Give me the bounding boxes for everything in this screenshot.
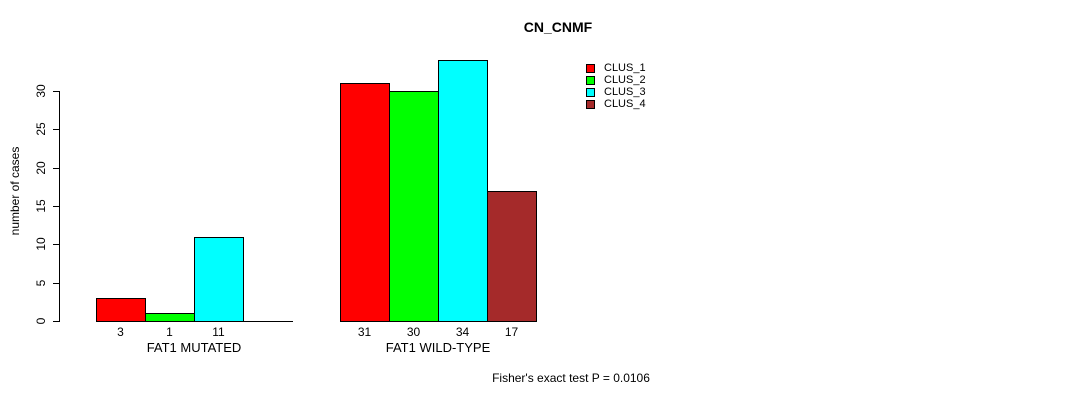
legend-label: CLUS_4 bbox=[604, 98, 646, 110]
y-axis-tick bbox=[53, 167, 59, 169]
y-axis-tick bbox=[53, 321, 59, 322]
y-axis-tick bbox=[53, 244, 59, 246]
y-axis-tick bbox=[53, 91, 59, 92]
bar-value-label: 3 bbox=[117, 325, 124, 339]
y-axis-line bbox=[59, 91, 60, 322]
legend-swatch-clus_2 bbox=[586, 76, 595, 85]
y-axis-tick-label: 5 bbox=[34, 279, 48, 286]
y-axis-tick-label: 20 bbox=[34, 160, 48, 175]
bar-clus_2-fat1-mutated bbox=[145, 313, 195, 322]
bar-clus_3-fat1-wild-type bbox=[438, 60, 488, 322]
y-axis-tick-label: 30 bbox=[34, 84, 48, 98]
annotation-text: Fisher's exact test P = 0.0106 bbox=[492, 371, 650, 385]
bar-clus_1-fat1-wild-type bbox=[340, 83, 390, 322]
bar-value-label: 31 bbox=[357, 325, 372, 339]
legend-label: CLUS_2 bbox=[604, 74, 646, 86]
legend-label: CLUS_1 bbox=[604, 62, 646, 74]
y-axis-tick bbox=[53, 206, 59, 207]
y-axis-tick-label: 0 bbox=[34, 317, 48, 325]
bar-value-label: 1 bbox=[166, 325, 173, 339]
bar-value-label: 34 bbox=[455, 325, 470, 339]
bar-value-label: 11 bbox=[212, 325, 225, 339]
y-axis-tick bbox=[53, 129, 59, 131]
bar-value-label: 30 bbox=[406, 325, 421, 339]
y-axis-label: number of cases bbox=[8, 146, 22, 236]
legend-swatch-clus_4 bbox=[586, 100, 595, 109]
bar-clus_3-fat1-mutated bbox=[194, 236, 244, 322]
legend-label: CLUS_3 bbox=[604, 86, 646, 98]
group-label: FAT1 WILD-TYPE bbox=[385, 340, 491, 355]
bar-value-label: 17 bbox=[504, 325, 519, 339]
legend-swatch-clus_3 bbox=[586, 88, 595, 97]
bar-clus_2-fat1-wild-type bbox=[389, 91, 439, 322]
bar-clus_1-fat1-mutated bbox=[96, 298, 146, 322]
legend-swatch-clus_1 bbox=[586, 64, 595, 73]
y-axis-tick bbox=[53, 282, 59, 284]
bar-clus_4-fat1-wild-type bbox=[487, 190, 537, 322]
y-axis-tick-label: 10 bbox=[34, 237, 48, 252]
y-axis-tick-label: 25 bbox=[34, 122, 48, 137]
chart-title: CN_CNMF bbox=[523, 19, 593, 35]
y-axis-tick-label: 15 bbox=[34, 199, 48, 213]
group-label: FAT1 MUTATED bbox=[146, 340, 242, 355]
